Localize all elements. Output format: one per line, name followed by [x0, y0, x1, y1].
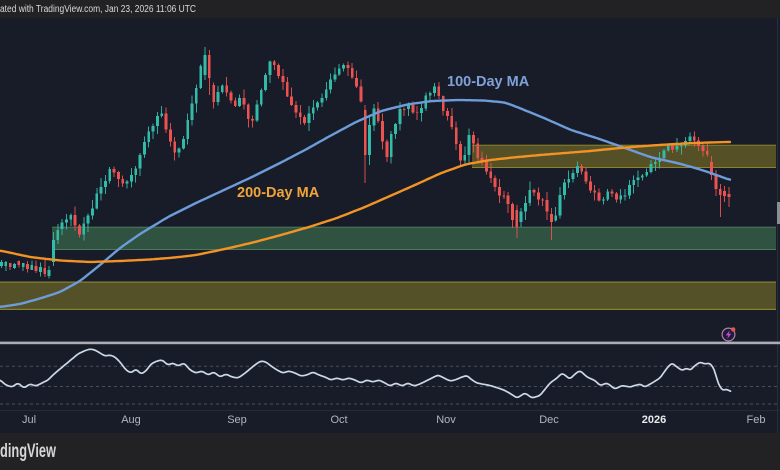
- svg-text:Sep: Sep: [227, 414, 247, 426]
- svg-text:2026: 2026: [642, 414, 666, 426]
- svg-text:Oct: Oct: [330, 414, 347, 426]
- svg-text:Dec: Dec: [539, 414, 559, 426]
- svg-text:dingView: dingView: [0, 441, 56, 462]
- svg-text:100-Day MA: 100-Day MA: [447, 74, 530, 90]
- svg-text:Nov: Nov: [436, 414, 456, 426]
- svg-text:Feb: Feb: [747, 414, 766, 426]
- svg-text:200-Day MA: 200-Day MA: [237, 185, 320, 201]
- svg-text:Jul: Jul: [22, 414, 36, 426]
- svg-text:ated with TradingView.com, Jan: ated with TradingView.com, Jan 23, 2026 …: [0, 4, 196, 15]
- svg-text:Aug: Aug: [121, 414, 141, 426]
